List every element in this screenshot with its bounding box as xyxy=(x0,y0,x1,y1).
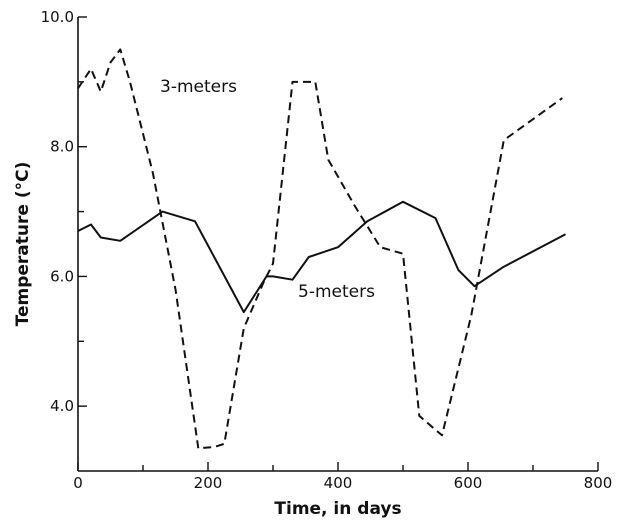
y-tick-label-8.0: 8.0 xyxy=(50,138,74,156)
y-axis-title: Temperature (°C) xyxy=(13,162,33,327)
series-label-3-meters: 3-meters xyxy=(160,77,237,97)
axes xyxy=(77,17,598,472)
x-tick-label-0: 0 xyxy=(73,474,83,492)
y-tick-label-6.0: 6.0 xyxy=(50,267,74,285)
x-axis-title: Time, in days xyxy=(274,499,401,519)
series-line-5-meters xyxy=(77,200,566,314)
series-group xyxy=(77,48,566,450)
tick-labels: 0 200 400 600 800 4.0 6.0 8.0 10.0 xyxy=(41,8,613,492)
x-tick-label-400: 400 xyxy=(324,474,353,492)
y-tick-label-10.0: 10.0 xyxy=(41,8,74,26)
x-tick-label-200: 200 xyxy=(194,474,223,492)
y-tick-label-4.0: 4.0 xyxy=(50,397,74,415)
x-tick-label-800: 800 xyxy=(584,474,613,492)
series-labels: 3-meters 5-meters xyxy=(160,77,375,302)
x-tick-label-600: 600 xyxy=(454,474,483,492)
ticks xyxy=(77,16,599,471)
series-label-5-meters: 5-meters xyxy=(298,282,375,302)
series-line-3-meters xyxy=(77,48,563,450)
